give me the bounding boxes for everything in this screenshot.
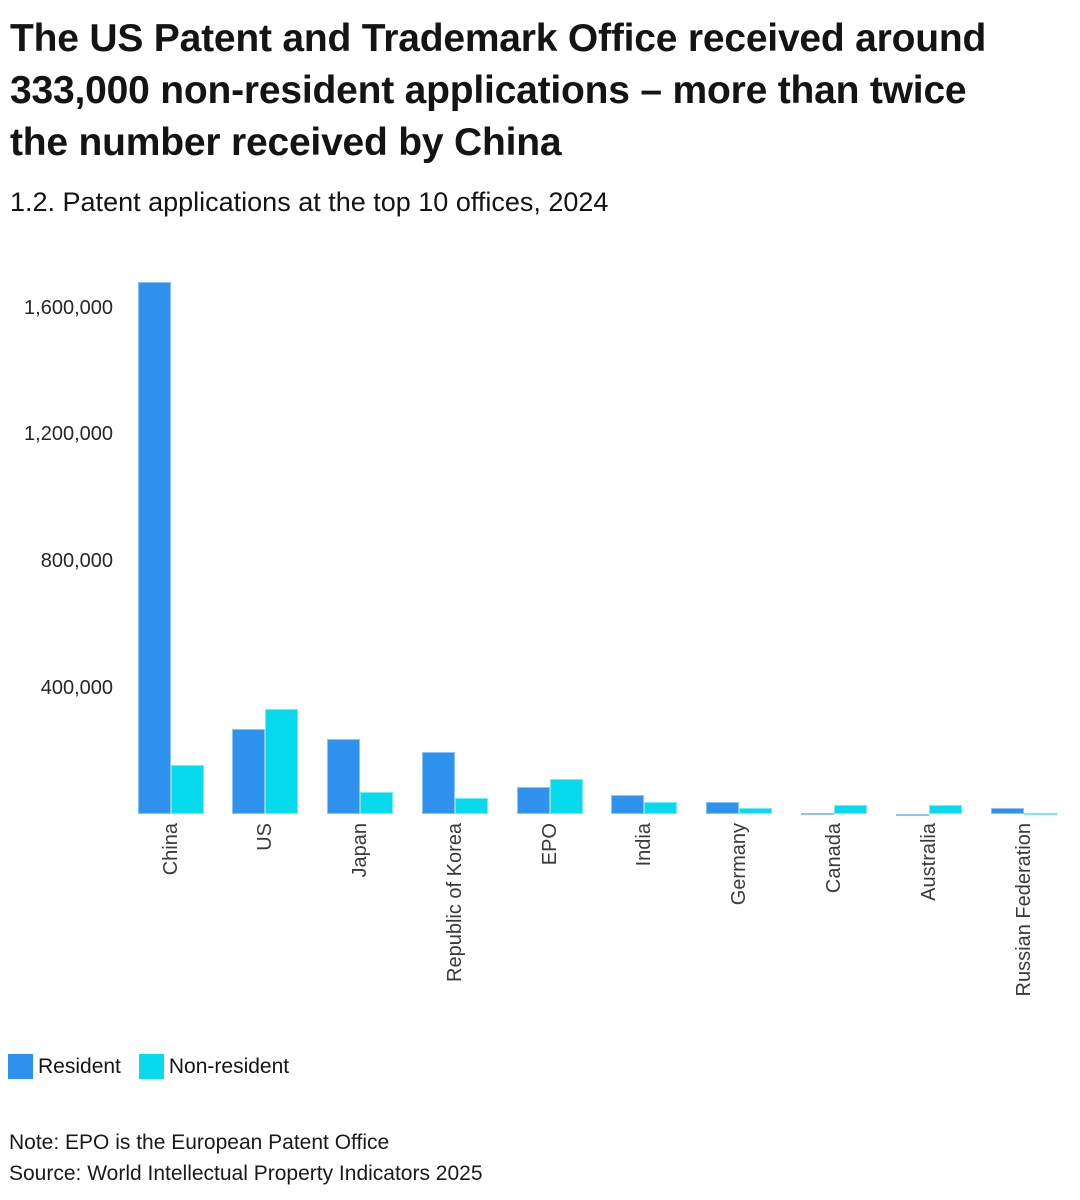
x-axis-label-japan: Japan bbox=[349, 823, 372, 878]
bar-canada-resident bbox=[800, 812, 834, 815]
bar-india-non-resident bbox=[644, 802, 678, 815]
bar-us-non-resident bbox=[265, 709, 299, 815]
bar-canada-non-resident bbox=[833, 804, 867, 815]
bar-republic-of-korea-resident bbox=[421, 752, 455, 815]
bar-russian-federation-resident bbox=[990, 808, 1024, 815]
chart-footer: Note: EPO is the European Patent Office … bbox=[9, 1127, 483, 1189]
bar-germany-non-resident bbox=[739, 808, 773, 815]
headline-line-1: The US Patent and Trademark Office recei… bbox=[10, 17, 987, 60]
chart-subtitle: 1.2. Patent applications at the top 10 o… bbox=[10, 187, 609, 217]
x-axis-label-canada: Canada bbox=[822, 823, 845, 894]
bar-germany-resident bbox=[706, 801, 740, 815]
legend-label-non-resident: Non-resident bbox=[168, 1054, 290, 1078]
y-axis-tick-label-1-200-000: 1,200,000 bbox=[24, 423, 113, 446]
x-axis-label-germany: Germany bbox=[728, 823, 751, 906]
bar-republic-of-korea-non-resident bbox=[454, 798, 488, 815]
bar-epo-non-resident bbox=[549, 778, 583, 815]
bar-us-resident bbox=[232, 728, 266, 815]
bar-india-resident bbox=[611, 794, 645, 815]
bar-japan-resident bbox=[327, 739, 361, 815]
bar-australia-resident bbox=[895, 813, 929, 816]
resident-color-swatch bbox=[8, 1054, 33, 1079]
chart-note: Note: EPO is the European Patent Office bbox=[9, 1131, 390, 1154]
bar-epo-resident bbox=[516, 787, 550, 815]
x-axis-label-us: US bbox=[254, 823, 277, 851]
headline-line-3: the number received by China bbox=[10, 121, 562, 164]
x-axis-label-china: China bbox=[159, 823, 182, 876]
legend-item-non-resident: Non-resident bbox=[138, 1054, 290, 1079]
x-axis-label-australia: Australia bbox=[917, 823, 940, 901]
y-axis-tick-label-800-000: 800,000 bbox=[40, 550, 113, 573]
legend: Resident Non-resident bbox=[8, 1054, 289, 1079]
non-resident-color-swatch bbox=[138, 1054, 164, 1079]
legend-item-resident: Resident bbox=[8, 1054, 121, 1079]
bar-japan-non-resident bbox=[360, 792, 394, 815]
y-axis-tick-label-1-600-000: 1,600,000 bbox=[24, 296, 113, 319]
x-axis-label-india: India bbox=[633, 823, 656, 867]
x-axis-label-republic-of-korea: Republic of Korea bbox=[443, 823, 466, 982]
x-axis-label-russian-federation: Russian Federation bbox=[1012, 823, 1035, 997]
bar-china-non-resident bbox=[170, 765, 204, 815]
x-axis-label-epo: EPO bbox=[538, 823, 561, 866]
bar-china-resident bbox=[137, 282, 171, 815]
bar-russian-federation-non-resident bbox=[1023, 812, 1057, 815]
chart-headline: The US Patent and Trademark Office recei… bbox=[10, 13, 1074, 169]
headline-line-2: 333,000 non-resident applications – more… bbox=[10, 69, 967, 112]
legend-label-resident: Resident bbox=[38, 1054, 121, 1078]
bar-australia-non-resident bbox=[928, 805, 962, 815]
chart-source: Source: World Intellectual Property Indi… bbox=[9, 1162, 483, 1185]
y-axis-tick-label-400-000: 400,000 bbox=[40, 676, 113, 699]
